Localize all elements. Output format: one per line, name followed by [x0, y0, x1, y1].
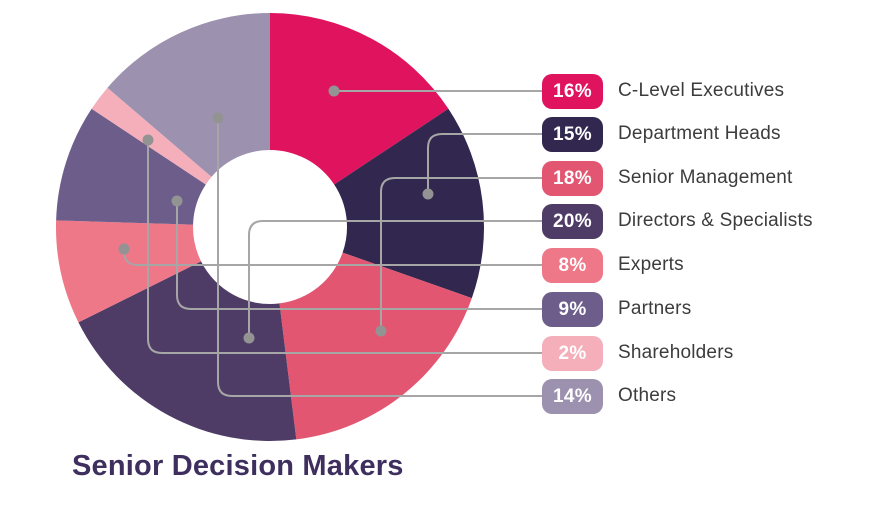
segment-experts — [55, 220, 202, 323]
chart-title: Senior Decision Makers — [72, 450, 404, 482]
leader-line-others — [217, 117, 544, 397]
leader-line-senior-management — [380, 177, 544, 332]
leader-dot-experts — [118, 243, 130, 255]
leader-dot-partners — [171, 195, 183, 207]
segment-senior-management — [279, 252, 472, 440]
leader-dot-c-level-executives — [328, 85, 340, 97]
segment-others — [107, 13, 270, 177]
leader-dot-shareholders — [142, 134, 154, 146]
leader-dot-department-heads — [422, 188, 434, 200]
segment-partners — [56, 108, 206, 225]
segment-c-level-executives — [270, 13, 449, 185]
leader-line-shareholders — [147, 139, 544, 354]
segment-department-heads — [334, 108, 484, 299]
leader-dot-others — [212, 112, 224, 124]
leader-line-department-heads — [427, 133, 544, 195]
leader-line-partners — [176, 200, 544, 310]
leader-dot-senior-management — [375, 325, 387, 337]
leader-dot-directors-specialists — [243, 332, 255, 344]
leader-line-directors-specialists — [248, 220, 544, 339]
